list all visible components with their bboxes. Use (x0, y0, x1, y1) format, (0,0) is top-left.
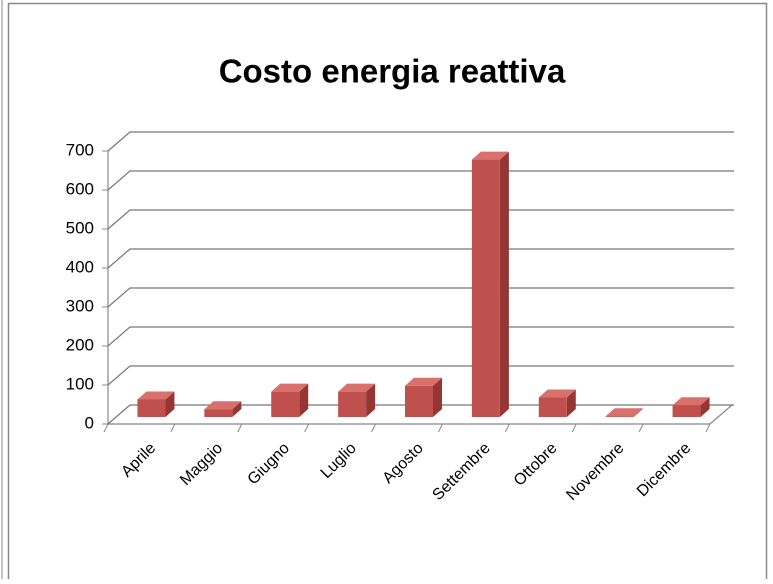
bar-front (605, 416, 634, 417)
bar (672, 397, 710, 417)
bar-top (338, 383, 376, 392)
bar-top (672, 397, 710, 406)
bar-side (433, 377, 442, 417)
bar (471, 151, 509, 417)
bar-side (700, 397, 710, 417)
bar-top (271, 383, 309, 392)
bar-top (137, 391, 175, 400)
bar-front (405, 385, 433, 417)
grid-line (107, 209, 734, 230)
bar-top (471, 151, 509, 160)
bar (405, 377, 442, 417)
bar-front (204, 409, 233, 417)
bar-front (672, 405, 701, 417)
x-tick (304, 423, 310, 433)
y-tick-label: 100 (66, 374, 94, 393)
y-tick-label: 400 (66, 257, 94, 276)
x-tick (705, 423, 711, 433)
bar-top (538, 389, 576, 398)
bar-front (137, 399, 166, 417)
y-tick-label: 200 (66, 335, 94, 354)
bar-top (605, 408, 643, 417)
bar-side (366, 383, 376, 417)
x-tick (504, 423, 510, 433)
x-tick (638, 423, 644, 433)
grid-line (107, 248, 734, 269)
bar (271, 383, 309, 417)
chart-title: Costo energia reattiva (219, 53, 566, 90)
x-tick (237, 423, 243, 433)
bar-top (405, 377, 442, 386)
bar (137, 391, 175, 417)
y-tick-label: 0 (85, 413, 94, 432)
bar-side (566, 389, 576, 417)
grid-line (107, 404, 734, 425)
bar (605, 408, 643, 417)
x-tick (571, 423, 577, 433)
bar-side (232, 401, 242, 417)
y-tick-label: 600 (66, 179, 94, 198)
bar-front (271, 391, 300, 417)
grid-line (107, 131, 734, 152)
bar-front (471, 159, 500, 417)
y-tick-label: 700 (66, 140, 94, 159)
grid-line (107, 365, 734, 386)
y-tick-label: 300 (66, 296, 94, 315)
bar (338, 383, 376, 417)
grid-line (107, 326, 734, 347)
bar-top (204, 401, 242, 410)
x-tick (437, 423, 443, 433)
x-tick (170, 423, 176, 433)
bar (204, 401, 242, 417)
bar-side (165, 391, 175, 417)
y-tick-label: 500 (66, 218, 94, 237)
bar-side (633, 408, 643, 417)
x-tick (103, 423, 109, 433)
bar (538, 389, 576, 417)
bar-front (338, 391, 367, 417)
x-tick (371, 423, 377, 433)
grid-line (107, 287, 734, 308)
bar-side (499, 151, 509, 417)
bar-front (538, 397, 567, 417)
grid-line (107, 170, 734, 191)
bar-side (299, 383, 309, 417)
